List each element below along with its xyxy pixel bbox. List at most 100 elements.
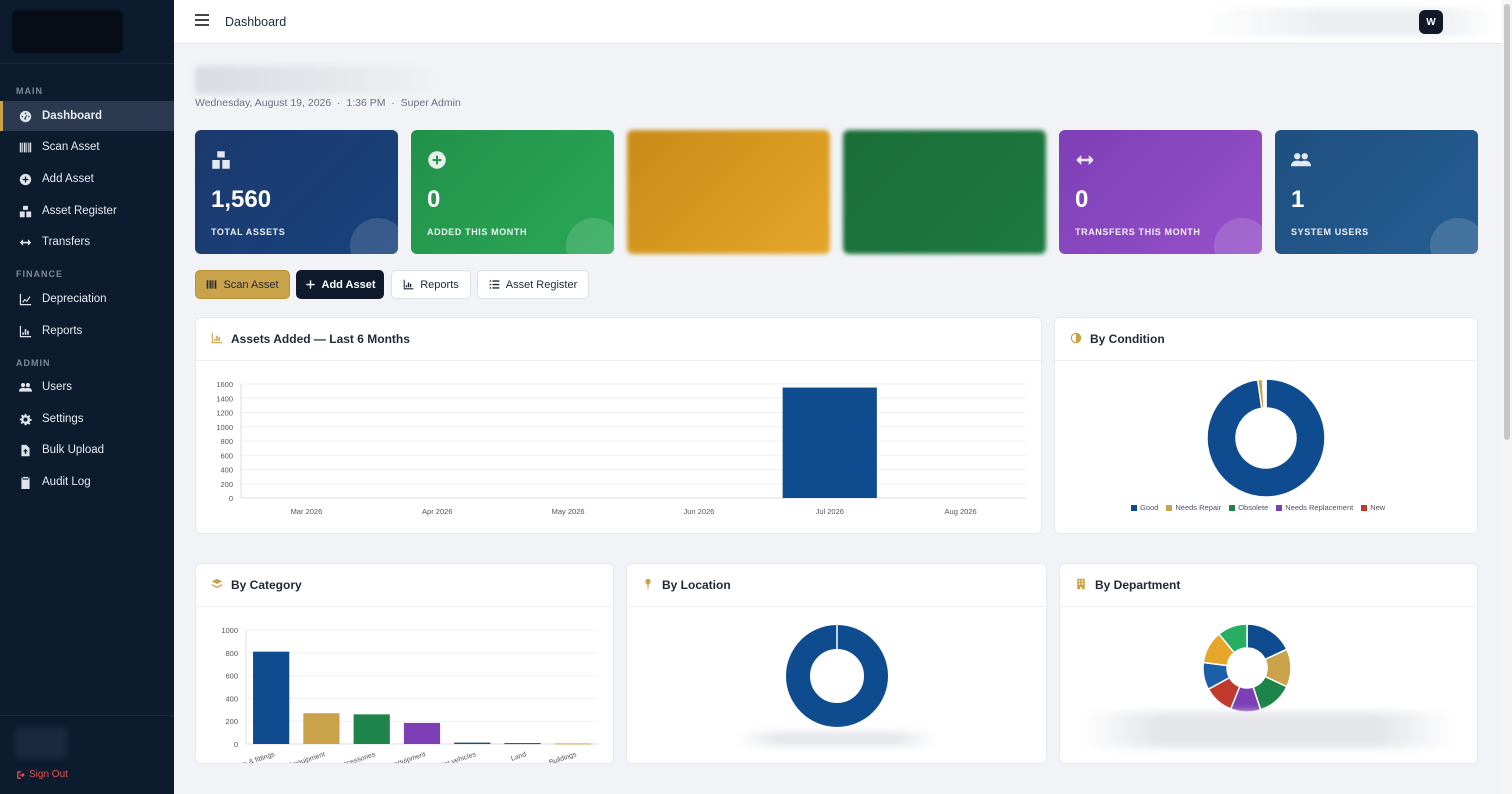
legend-item[interactable]: Good xyxy=(1131,503,1158,512)
scrollbar-thumb[interactable] xyxy=(1504,4,1510,440)
panel-by-department: By Department xyxy=(1059,563,1478,764)
stat-label: TOTAL ASSETS xyxy=(211,227,286,237)
assets-added-chart: 0 200 400 600 800 1000 1200 1400 1600 Mar 2026 Apr… xyxy=(216,380,1026,516)
sidebar-item-reports[interactable]: Reports xyxy=(0,316,174,346)
sidebar-item-depreciation[interactable]: Depreciation xyxy=(0,284,174,314)
bar xyxy=(504,743,541,745)
legend-label: Needs Repair xyxy=(1175,503,1222,512)
section-label-finance: FINANCE xyxy=(16,269,63,279)
legend-swatch xyxy=(1166,504,1173,511)
add-asset-button[interactable]: Add Asset xyxy=(296,270,384,299)
y-tick-label: 0 xyxy=(234,740,238,749)
sidebar-item-dashboard[interactable]: Dashboard xyxy=(0,101,174,131)
bar-chart-icon xyxy=(403,279,414,290)
y-tick-label: 1000 xyxy=(216,423,233,432)
panel-assets-added: Assets Added — Last 6 Months 0 200 400 600 8… xyxy=(195,317,1042,534)
sidebar-item-settings[interactable]: Settings xyxy=(0,404,174,434)
plus-circle-icon xyxy=(18,172,32,186)
stat-value: 1 xyxy=(1291,186,1305,213)
avatar[interactable]: W xyxy=(1419,10,1443,34)
bar xyxy=(253,651,290,744)
section-label-admin: ADMIN xyxy=(16,358,51,368)
sidebar-item-label: Add Asset xyxy=(42,173,94,185)
x-tick-label: furniture & fittings xyxy=(222,751,276,764)
scan-asset-button[interactable]: Scan Asset xyxy=(195,270,290,299)
stat-card-total-assets[interactable]: 1,560 TOTAL ASSETS xyxy=(195,130,398,254)
stat-card-added-this-month[interactable]: 0 ADDED THIS MONTH xyxy=(411,130,614,254)
sidebar-item-scan-asset[interactable]: Scan Asset xyxy=(0,132,174,162)
y-tick-label: 600 xyxy=(225,672,238,681)
page-title: Dashboard xyxy=(225,15,287,29)
separator-dot: · xyxy=(334,97,347,109)
panel-header: By Condition xyxy=(1055,318,1477,361)
stat-card-system-users[interactable]: 1 SYSTEM USERS xyxy=(1275,130,1478,254)
sidebar-item-audit-log[interactable]: Audit Log xyxy=(0,467,174,497)
legend-swatch xyxy=(1361,504,1368,511)
stat-card-redacted-1[interactable] xyxy=(627,130,830,254)
sidebar-item-label: Audit Log xyxy=(42,476,91,488)
sidebar-item-asset-register[interactable]: Asset Register xyxy=(0,196,174,226)
header-date: Wednesday, August 19, 2026 xyxy=(195,97,332,109)
bar-chart-icon xyxy=(211,332,223,347)
stat-value: 0 xyxy=(427,186,441,213)
y-tick-label: 200 xyxy=(225,717,238,726)
sidebar-item-label: Settings xyxy=(42,413,84,425)
x-tick-label: Land xyxy=(510,751,527,763)
user-menu[interactable] xyxy=(1204,8,1494,36)
arrows-horizontal-icon xyxy=(18,235,32,249)
x-tick-label: May 2026 xyxy=(552,507,585,516)
stat-card-transfers[interactable]: 0 TRANSFERS THIS MONTH xyxy=(1059,130,1262,254)
sidebar-item-bulk-upload[interactable]: Bulk Upload xyxy=(0,435,174,465)
logo[interactable] xyxy=(12,10,123,53)
boxes-icon xyxy=(18,204,32,218)
legend-item[interactable]: Needs Replacement xyxy=(1276,503,1353,512)
legend-item[interactable]: Needs Repair xyxy=(1166,503,1221,512)
legend-swatch xyxy=(1276,504,1283,511)
separator-dot: · xyxy=(388,97,401,109)
sign-out-icon xyxy=(17,770,25,779)
button-label: Add Asset xyxy=(321,278,376,291)
topbar: Dashboard W xyxy=(174,0,1502,44)
line-chart-icon xyxy=(18,292,32,306)
stat-card-redacted-2[interactable] xyxy=(843,130,1046,254)
users-icon xyxy=(1291,150,1311,170)
bar xyxy=(353,714,390,744)
panel-header: Assets Added — Last 6 Months xyxy=(196,318,1041,361)
sidebar-item-add-asset[interactable]: Add Asset xyxy=(0,164,174,194)
sidebar-item-users[interactable]: Users xyxy=(0,372,174,402)
sidebar-divider xyxy=(0,63,174,64)
scrollbar[interactable] xyxy=(1502,0,1512,794)
x-tick-label: office equipment xyxy=(376,751,427,764)
panel-by-category: By Category 0 200 400 600 800 1000 furniture &… xyxy=(195,563,614,764)
legend-item[interactable]: New xyxy=(1361,503,1385,512)
sign-out-link[interactable]: Sign Out xyxy=(16,769,68,780)
bar xyxy=(554,743,591,745)
legend-item[interactable]: Obsolete xyxy=(1229,503,1268,512)
asset-register-button[interactable]: Asset Register xyxy=(477,270,589,299)
bar-chart-icon xyxy=(18,324,32,338)
gear-icon xyxy=(18,412,32,426)
button-label: Reports xyxy=(420,278,459,291)
plus-circle-icon xyxy=(427,150,447,170)
x-tick-label: Aug 2026 xyxy=(945,507,977,516)
panel-by-condition: By Condition Good Needs Repair Obsolete Nee… xyxy=(1054,317,1478,534)
half-circle-icon xyxy=(1070,332,1082,347)
location-legend xyxy=(737,732,937,746)
user-profile[interactable] xyxy=(14,727,68,759)
sidebar: MAIN Dashboard Scan Asset Add Asset Asse… xyxy=(0,0,174,794)
legend-label: Good xyxy=(1140,503,1159,512)
plus-icon xyxy=(305,280,315,289)
pie-slice xyxy=(1206,378,1326,498)
sidebar-item-label: Users xyxy=(42,381,73,393)
department-legend xyxy=(1082,712,1454,748)
header-time: 1:36 PM xyxy=(346,97,386,109)
layers-icon xyxy=(211,578,223,593)
reports-button[interactable]: Reports xyxy=(391,270,471,299)
menu-toggle-icon[interactable] xyxy=(195,14,209,26)
sidebar-item-label: Dashboard xyxy=(42,110,103,122)
panel-title: Assets Added — Last 6 Months xyxy=(231,332,410,346)
sidebar-item-transfers[interactable]: Transfers xyxy=(0,227,174,257)
decorative-circle xyxy=(1430,218,1478,254)
sidebar-item-label: Bulk Upload xyxy=(42,444,105,456)
